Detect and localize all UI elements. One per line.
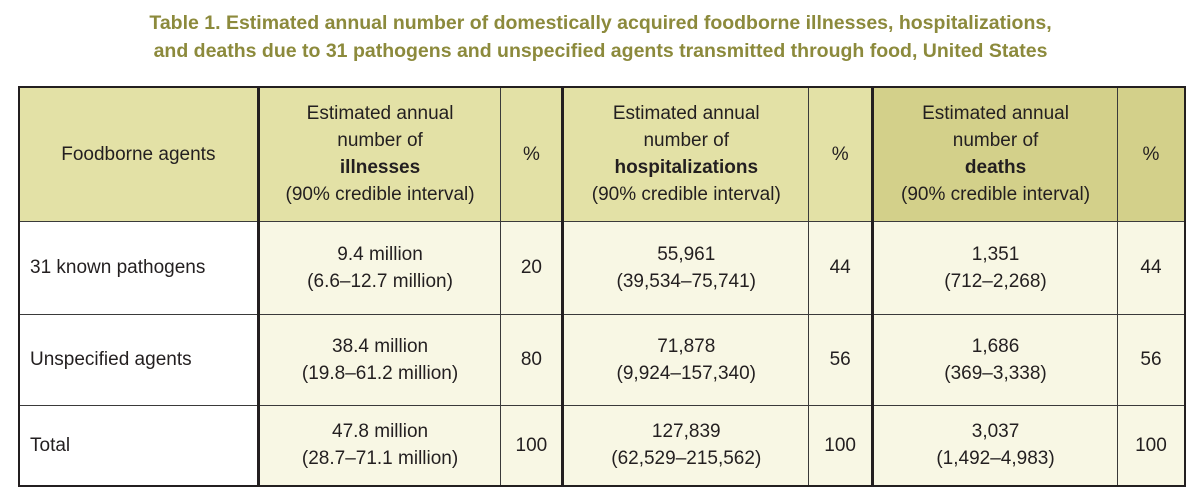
header-deaths-line-1: Estimated annual <box>922 103 1069 125</box>
table-title-line-2: and deaths due to 31 pathogens and unspe… <box>153 40 1048 62</box>
header-deaths-line-2: number of <box>952 130 1039 152</box>
table-title: Table 1. Estimated annual number of dome… <box>0 9 1201 65</box>
row-hospitalizations: 71,878 (9,924–157,340) <box>561 313 810 406</box>
row-illnesses: 9.4 million (6.6–12.7 million) <box>256 220 502 315</box>
row-illnesses-value: 47.8 million <box>332 421 429 443</box>
header-hospitalizations-interval: (90% credible interval) <box>591 184 781 206</box>
row-hospitalizations-value: 71,878 <box>657 335 716 357</box>
row-hospitalizations-value: 55,961 <box>657 243 716 265</box>
row-hospitalizations: 127,839 (62,529–215,562) <box>561 404 810 487</box>
header-foodborne-agents-label: Foodborne agents <box>61 143 216 165</box>
row-illnesses-interval: (19.8–61.2 million) <box>301 362 459 384</box>
row-deaths-value: 1,686 <box>971 335 1020 357</box>
header-illnesses-line-1: Estimated annual <box>306 103 454 125</box>
row-deaths: 1,351 (712–2,268) <box>871 220 1118 315</box>
header-deaths-interval: (90% credible interval) <box>901 184 1091 206</box>
row-hospitalizations-interval: (62,529–215,562) <box>611 448 762 470</box>
header-foodborne-agents: Foodborne agents <box>17 86 259 222</box>
header-illnesses-percent: % <box>500 86 564 222</box>
row-illnesses-value: 9.4 million <box>337 243 423 265</box>
row-hospitalizations-percent: 100 <box>808 404 874 487</box>
row-illnesses: 47.8 million (28.7–71.1 million) <box>256 404 502 487</box>
header-hospitalizations-line-2: number of <box>643 130 730 152</box>
header-deaths-measure: deaths <box>964 157 1027 179</box>
row-hospitalizations-percent: 56 <box>808 313 874 406</box>
header-deaths-percent: % <box>1116 86 1186 222</box>
header-hospitalizations-measure: hospitalizations <box>614 157 759 179</box>
row-deaths-interval: (1,492–4,983) <box>936 448 1055 470</box>
row-deaths-interval: (712–2,268) <box>944 270 1047 292</box>
row-deaths: 1,686 (369–3,338) <box>871 313 1118 406</box>
row-illnesses-value: 38.4 million <box>332 335 429 357</box>
table-row: Unspecified agents 38.4 million (19.8–61… <box>17 313 1186 406</box>
row-hospitalizations: 55,961 (39,534–75,741) <box>561 220 810 315</box>
header-hospitalizations-percent-label: % <box>831 143 849 165</box>
row-illnesses-percent: 100 <box>500 404 564 487</box>
row-hospitalizations-interval: (39,534–75,741) <box>616 270 756 292</box>
header-hospitalizations-line-1: Estimated annual <box>612 103 760 125</box>
header-illnesses-measure: illnesses <box>339 157 421 179</box>
table-title-line-1: Table 1. Estimated annual number of dome… <box>149 12 1052 34</box>
row-hospitalizations-value: 127,839 <box>651 421 721 443</box>
header-illnesses-percent-label: % <box>522 143 540 165</box>
header-illnesses: Estimated annual number of illnesses (90… <box>256 86 502 222</box>
row-deaths-value: 1,351 <box>971 243 1020 265</box>
row-deaths-value: 3,037 <box>971 421 1020 443</box>
row-hospitalizations-interval: (9,924–157,340) <box>616 362 756 384</box>
row-illnesses-percent: 80 <box>500 313 564 406</box>
row-agent: Unspecified agents <box>17 313 259 406</box>
row-deaths-percent: 56 <box>1116 313 1186 406</box>
table-row: 31 known pathogens 9.4 million (6.6–12.7… <box>17 220 1186 315</box>
header-illnesses-line-2: number of <box>337 130 423 152</box>
table-header-row: Foodborne agents Estimated annual number… <box>17 86 1186 222</box>
table-row: Total 47.8 million (28.7–71.1 million) 1… <box>17 404 1186 487</box>
header-hospitalizations: Estimated annual number of hospitalizati… <box>561 86 810 222</box>
row-illnesses-interval: (28.7–71.1 million) <box>301 448 459 470</box>
foodborne-illness-table: Foodborne agents Estimated annual number… <box>17 86 1186 487</box>
row-deaths-percent: 100 <box>1116 404 1186 487</box>
header-illnesses-interval: (90% credible interval) <box>285 184 475 206</box>
header-hospitalizations-percent: % <box>808 86 874 222</box>
row-agent: 31 known pathogens <box>17 220 259 315</box>
header-deaths: Estimated annual number of deaths (90% c… <box>871 86 1118 222</box>
row-deaths: 3,037 (1,492–4,983) <box>871 404 1118 487</box>
header-deaths-percent-label: % <box>1142 143 1160 165</box>
row-illnesses-interval: (6.6–12.7 million) <box>307 270 453 292</box>
row-illnesses: 38.4 million (19.8–61.2 million) <box>256 313 502 406</box>
row-hospitalizations-percent: 44 <box>808 220 874 315</box>
row-deaths-percent: 44 <box>1116 220 1186 315</box>
row-illnesses-percent: 20 <box>500 220 564 315</box>
row-agent: Total <box>17 404 259 487</box>
row-deaths-interval: (369–3,338) <box>944 362 1047 384</box>
